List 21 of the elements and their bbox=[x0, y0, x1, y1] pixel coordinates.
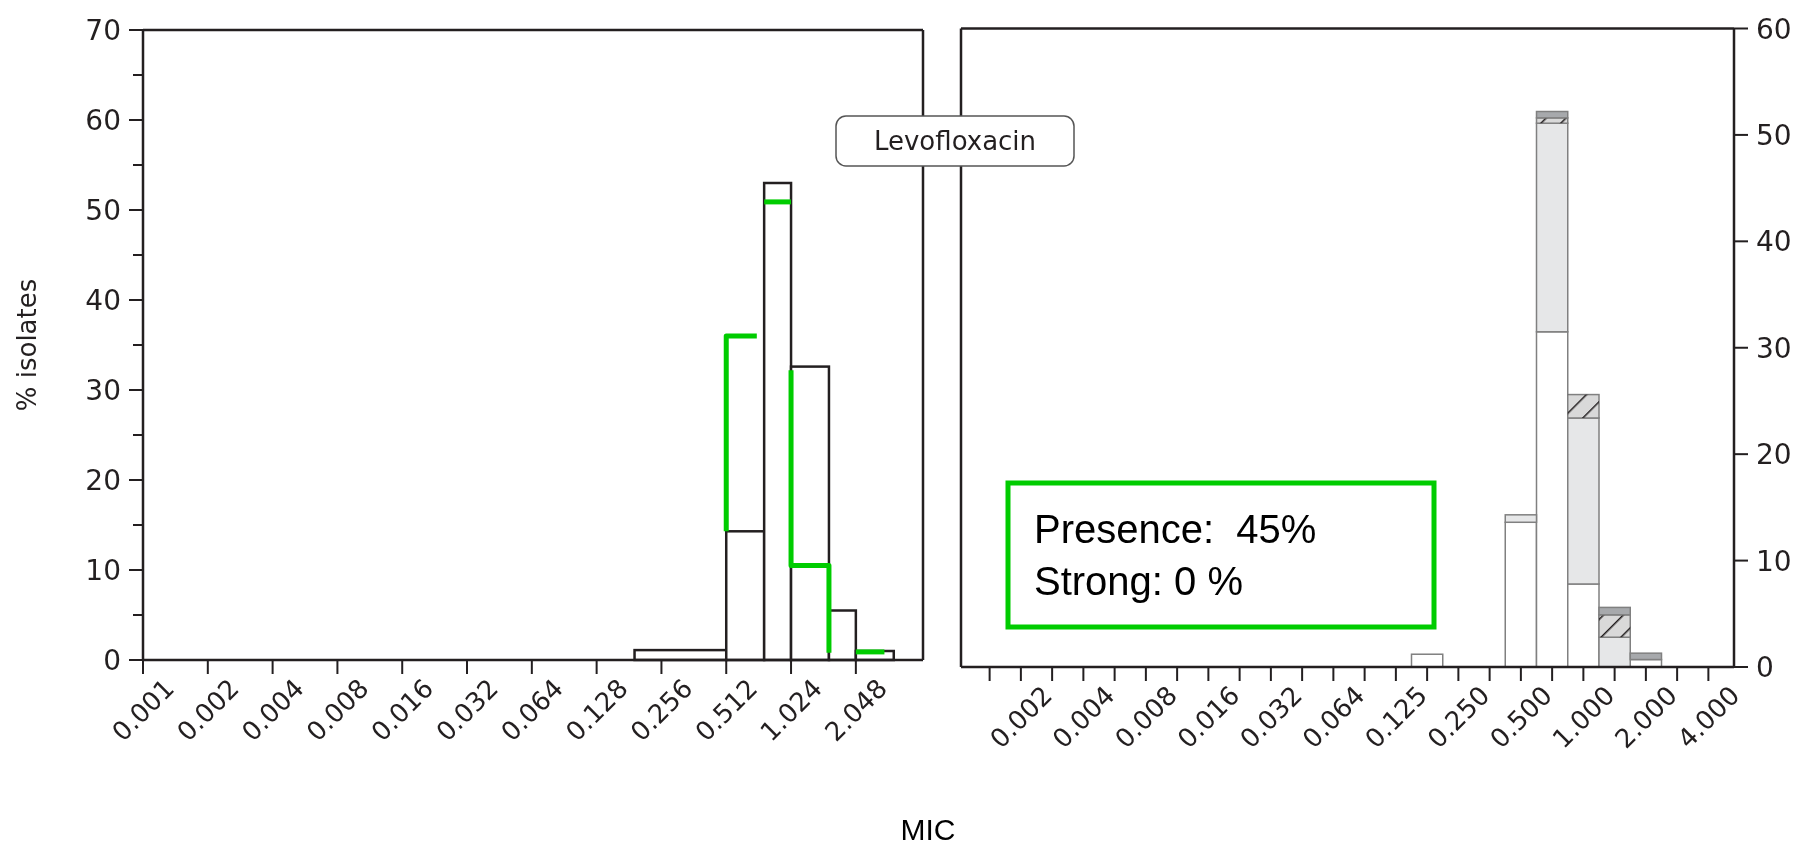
x-axis-title: MIC bbox=[900, 813, 956, 846]
y-tick-label: 40 bbox=[85, 284, 121, 318]
y-axis-title: % isolates bbox=[12, 278, 42, 412]
y-tick-label: 0 bbox=[1756, 651, 1774, 685]
y-tick-label: 60 bbox=[85, 104, 121, 138]
annotation: Presence: 45% bbox=[1034, 507, 1317, 551]
y-tick-label: 40 bbox=[1756, 225, 1792, 259]
y-tick-label: 10 bbox=[85, 554, 121, 588]
y-tick-label: 50 bbox=[85, 194, 121, 228]
y-tick-label: 30 bbox=[85, 374, 121, 408]
bar bbox=[1410, 653, 1444, 668]
y-tick-label: 20 bbox=[85, 464, 121, 498]
y-tick-label: 60 bbox=[1756, 12, 1792, 46]
y-tick-label: 30 bbox=[1756, 331, 1792, 365]
text: Levofloxacin bbox=[873, 126, 1037, 157]
annotation: Strong: 0 % bbox=[1034, 559, 1244, 603]
y-tick-label: 50 bbox=[1756, 119, 1792, 152]
y-tick-label: 10 bbox=[1756, 544, 1792, 578]
y-tick-label: 0 bbox=[103, 644, 121, 678]
y-tick-label: 70 bbox=[85, 14, 121, 48]
y-tick-label: 20 bbox=[1756, 438, 1792, 472]
